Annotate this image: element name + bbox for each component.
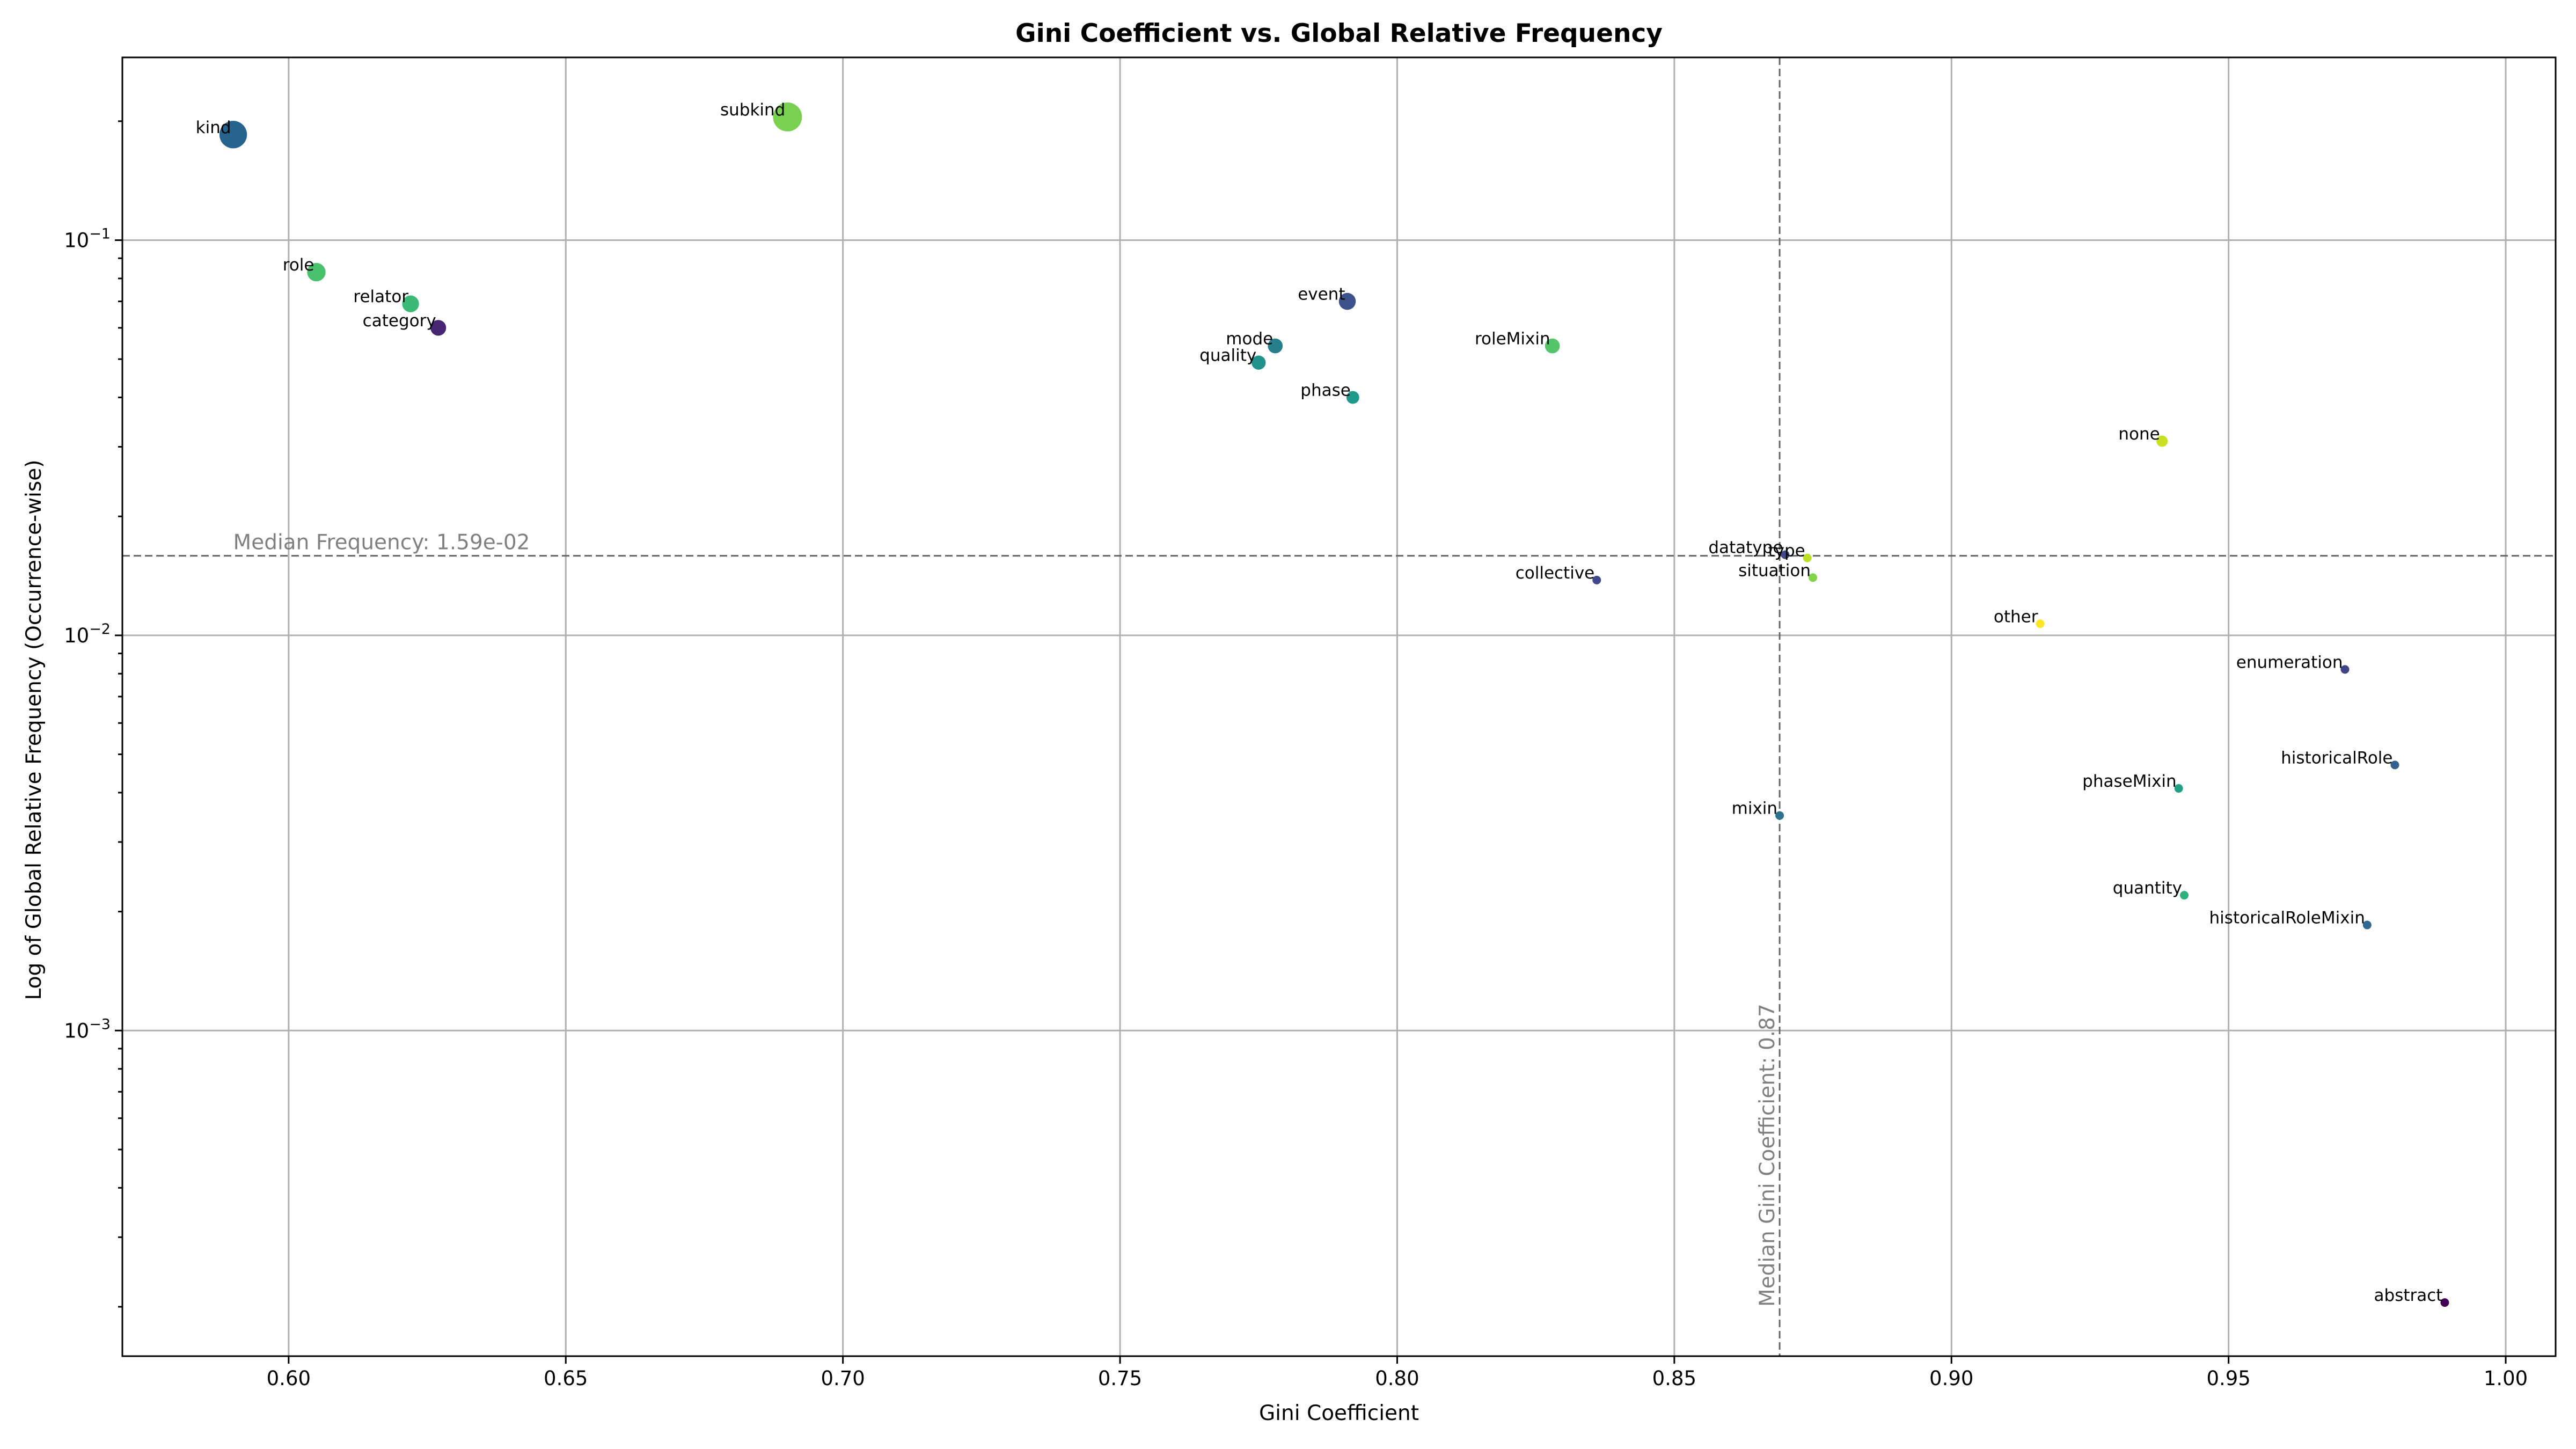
point-label-phase: phase: [1300, 381, 1351, 400]
point-label-other: other: [1994, 607, 2038, 626]
x-tick-label: 0.80: [1375, 1367, 1419, 1390]
scatter-point-mode: [1268, 338, 1283, 354]
point-label-historicalRole: historicalRole: [2281, 748, 2392, 767]
point-label-category: category: [363, 311, 436, 331]
x-tick-label: 0.65: [544, 1367, 588, 1390]
scatter-point-event: [1338, 292, 1356, 310]
chart-title: Gini Coefficient vs. Global Relative Fre…: [1015, 19, 1663, 48]
scatter-point-enumeration: [2340, 665, 2350, 674]
x-axis-label: Gini Coefficient: [1259, 1401, 1419, 1425]
scatter-point-quality: [1252, 355, 1266, 370]
scatter-point-other: [2036, 619, 2045, 628]
point-label-event: event: [1298, 285, 1345, 304]
point-label-type: type: [1768, 541, 1805, 561]
point-label-relator: relator: [353, 287, 408, 306]
point-label-collective: collective: [1516, 564, 1595, 583]
scatter-point-mixin: [1775, 811, 1784, 820]
scatter-point-datatype: [1781, 550, 1790, 559]
point-label-historicalRoleMixin: historicalRoleMixin: [2209, 909, 2365, 928]
x-tick-label: 1.00: [2484, 1367, 2528, 1390]
point-label-mode: mode: [1226, 330, 1273, 349]
scatter-point-phase: [1346, 391, 1359, 404]
reference-lines: Median Frequency: 1.59e-02 Median Gini Co…: [122, 57, 2556, 1356]
point-label-subkind: subkind: [720, 100, 785, 120]
scatter-point-collective: [1592, 575, 1601, 584]
point-label-roleMixin: roleMixin: [1475, 330, 1550, 349]
scatter-point-none: [2156, 435, 2168, 447]
point-label-quality: quality: [1199, 346, 1256, 365]
point-label-none: none: [2118, 425, 2160, 444]
x-tick-label: 0.75: [1098, 1367, 1142, 1390]
point-label-role: role: [283, 255, 314, 275]
scatter-point-situation: [1809, 573, 1818, 582]
x-tick-label: 0.95: [2206, 1367, 2250, 1390]
scatter-point-quantity: [2180, 891, 2189, 900]
grid: [122, 57, 2556, 1356]
point-label-quantity: quantity: [2113, 879, 2182, 898]
scatter-point-type: [1803, 553, 1812, 562]
point-label-phaseMixin: phaseMixin: [2082, 772, 2177, 791]
point-label-enumeration: enumeration: [2236, 653, 2343, 672]
scatter-point-role: [307, 262, 326, 282]
y-tick-label: 10−1: [64, 226, 111, 252]
point-labels: kindsubkindrolerelatorcategoryeventmodeq…: [196, 100, 2443, 1305]
point-label-situation: situation: [1738, 561, 1811, 580]
x-tick-label: 0.90: [1929, 1367, 1973, 1390]
axis-ticks: 0.60 0.65 0.70 0.75 0.80 0.85 0.90 0.95 1.00 10−1…: [64, 120, 2528, 1390]
y-tick-label: 10−3: [64, 1016, 111, 1042]
plot-frame: [121, 56, 2557, 1357]
scatter-point-historicalRole: [2390, 760, 2399, 770]
point-label-abstract: abstract: [2374, 1286, 2443, 1305]
point-label-datatype: datatype: [1708, 538, 1783, 558]
scatter-point-relator: [402, 295, 419, 312]
scatter-point-historicalRoleMixin: [2362, 920, 2372, 930]
point-label-mixin: mixin: [1732, 799, 1777, 818]
median-frequency-label: Median Frequency: 1.59e-02: [233, 531, 530, 555]
scatter-point-phaseMixin: [2174, 784, 2183, 793]
scatter-point-subkind: [773, 102, 802, 131]
scatter-point-roleMixin: [1545, 338, 1560, 354]
x-tick-label: 0.85: [1652, 1367, 1696, 1390]
scatter-point-abstract: [2440, 1298, 2449, 1307]
y-tick-label: 10−2: [64, 621, 111, 647]
median-gini-label: Median Gini Coefficient: 0.87: [1755, 1004, 1780, 1307]
scatter-point-category: [430, 320, 447, 336]
point-label-kind: kind: [196, 118, 231, 137]
y-axis-label: Log of Global Relative Frequency (Occurr…: [22, 460, 46, 1000]
data-points: [219, 102, 2449, 1307]
x-tick-label: 0.60: [267, 1367, 311, 1390]
x-tick-label: 0.70: [821, 1367, 865, 1390]
scatter-point-kind: [219, 121, 247, 149]
